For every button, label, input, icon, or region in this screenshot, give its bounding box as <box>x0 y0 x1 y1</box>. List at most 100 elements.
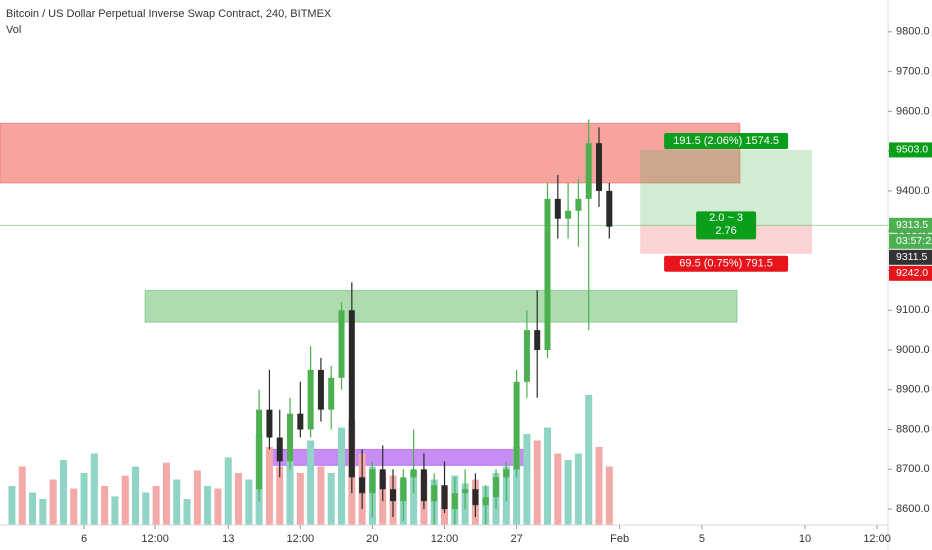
volume-bar <box>90 453 98 525</box>
candle-body <box>534 330 541 350</box>
y-tick-label: 8600.0 <box>896 503 930 515</box>
x-tick-label: 6 <box>81 533 87 545</box>
volume-bar <box>39 499 47 525</box>
volume-bar <box>132 466 140 525</box>
volume-bar <box>111 496 119 525</box>
candle-body <box>400 477 407 502</box>
x-tick-label: 10 <box>799 533 811 545</box>
volume-bar <box>265 447 273 525</box>
candle-body <box>523 330 530 382</box>
x-tick-label: 13 <box>222 533 234 545</box>
candle-body <box>390 489 397 502</box>
volume-bar <box>235 473 243 525</box>
candle-body <box>513 381 520 470</box>
volume-bar <box>513 447 521 525</box>
x-tick-label: Feb <box>610 533 629 545</box>
candle-body <box>565 210 572 219</box>
candle-body <box>317 369 324 410</box>
y-tick-label: 9100.0 <box>896 304 930 316</box>
candle-body <box>596 143 603 191</box>
volume-bar <box>338 427 346 525</box>
y-tick-label: 8900.0 <box>896 384 930 396</box>
volume-bar <box>204 486 212 525</box>
candle-body <box>256 409 263 490</box>
candle-body <box>493 477 500 498</box>
price-label: 9242.0 <box>896 267 928 279</box>
price-label-box <box>889 142 932 158</box>
price-label: 03:57:22 <box>896 235 932 247</box>
price-label-box <box>889 249 932 265</box>
volume-bar <box>574 453 582 525</box>
volume-bar <box>101 486 109 525</box>
candle-body <box>472 489 479 506</box>
stop-label-box <box>664 255 789 272</box>
candle-body <box>585 143 592 199</box>
volume-bar <box>245 479 253 525</box>
candle-body <box>441 485 448 510</box>
volume-bar <box>533 440 541 525</box>
ratio-label-box <box>696 211 757 240</box>
candle-body <box>348 310 355 478</box>
volume-bar <box>224 457 232 525</box>
volume-bar <box>595 447 603 525</box>
price-label: 9311.5 <box>896 251 927 263</box>
price-label: 9313.5 <box>896 219 928 231</box>
x-tick-label: 12:00 <box>431 533 459 545</box>
candle-body <box>503 469 510 478</box>
y-tick-label: 8800.0 <box>896 423 930 435</box>
candle-body <box>338 310 345 378</box>
x-tick-label: 5 <box>699 533 705 545</box>
x-tick-label: 27 <box>510 533 522 545</box>
volume-bar <box>183 499 191 525</box>
price-label-box <box>889 265 932 281</box>
x-tick-label: 12:00 <box>141 533 169 545</box>
x-tick-label: 20 <box>366 533 378 545</box>
chart-title: Bitcoin / US Dollar Perpetual Inverse Sw… <box>6 8 332 20</box>
y-tick-label: 9800.0 <box>896 26 930 38</box>
volume-bar <box>544 427 552 525</box>
zone <box>144 289 738 323</box>
candle-body <box>554 198 561 219</box>
candle-body <box>544 198 551 350</box>
candle-body <box>266 409 273 438</box>
indicator-name: Vol <box>6 24 21 36</box>
volume-bar <box>564 460 572 525</box>
volume-bar <box>152 486 160 525</box>
price-label: 9503.0 <box>896 144 928 156</box>
price-label-box <box>889 233 932 249</box>
candle-body <box>379 469 386 490</box>
candle-body <box>297 413 304 430</box>
volume-bar <box>307 440 315 525</box>
volume-bar <box>29 492 37 525</box>
candle-body <box>369 469 376 494</box>
volume-bar <box>173 479 181 525</box>
candle-body <box>287 413 294 462</box>
candle-body <box>482 497 489 506</box>
volume-bar <box>410 470 418 525</box>
price-label-box <box>889 217 932 233</box>
x-tick-label: 12:00 <box>287 533 315 545</box>
volume-bar <box>523 434 531 525</box>
volume-bar <box>80 473 88 525</box>
x-tick-label: 12:00 <box>863 533 891 545</box>
volume-bar <box>121 475 129 525</box>
ratio-label: 2.0 ~ 3 <box>709 212 743 224</box>
candle-body <box>575 198 582 211</box>
volume-bar <box>585 395 593 525</box>
volume-bar <box>296 473 304 525</box>
y-tick-label: 9400.0 <box>896 185 930 197</box>
candle-body <box>451 493 458 510</box>
y-tick-label: 9000.0 <box>896 344 930 356</box>
volume-bar <box>142 492 150 525</box>
candle-body <box>420 469 427 502</box>
candle-body <box>410 469 417 478</box>
volume-bar <box>214 488 222 525</box>
volume-bar <box>8 486 16 525</box>
candle-body <box>606 190 613 227</box>
volume-bar <box>59 460 67 525</box>
candle-body <box>276 437 283 462</box>
candle-body <box>307 369 314 430</box>
y-tick-label: 9600.0 <box>896 105 930 117</box>
volume-bar <box>605 466 613 525</box>
